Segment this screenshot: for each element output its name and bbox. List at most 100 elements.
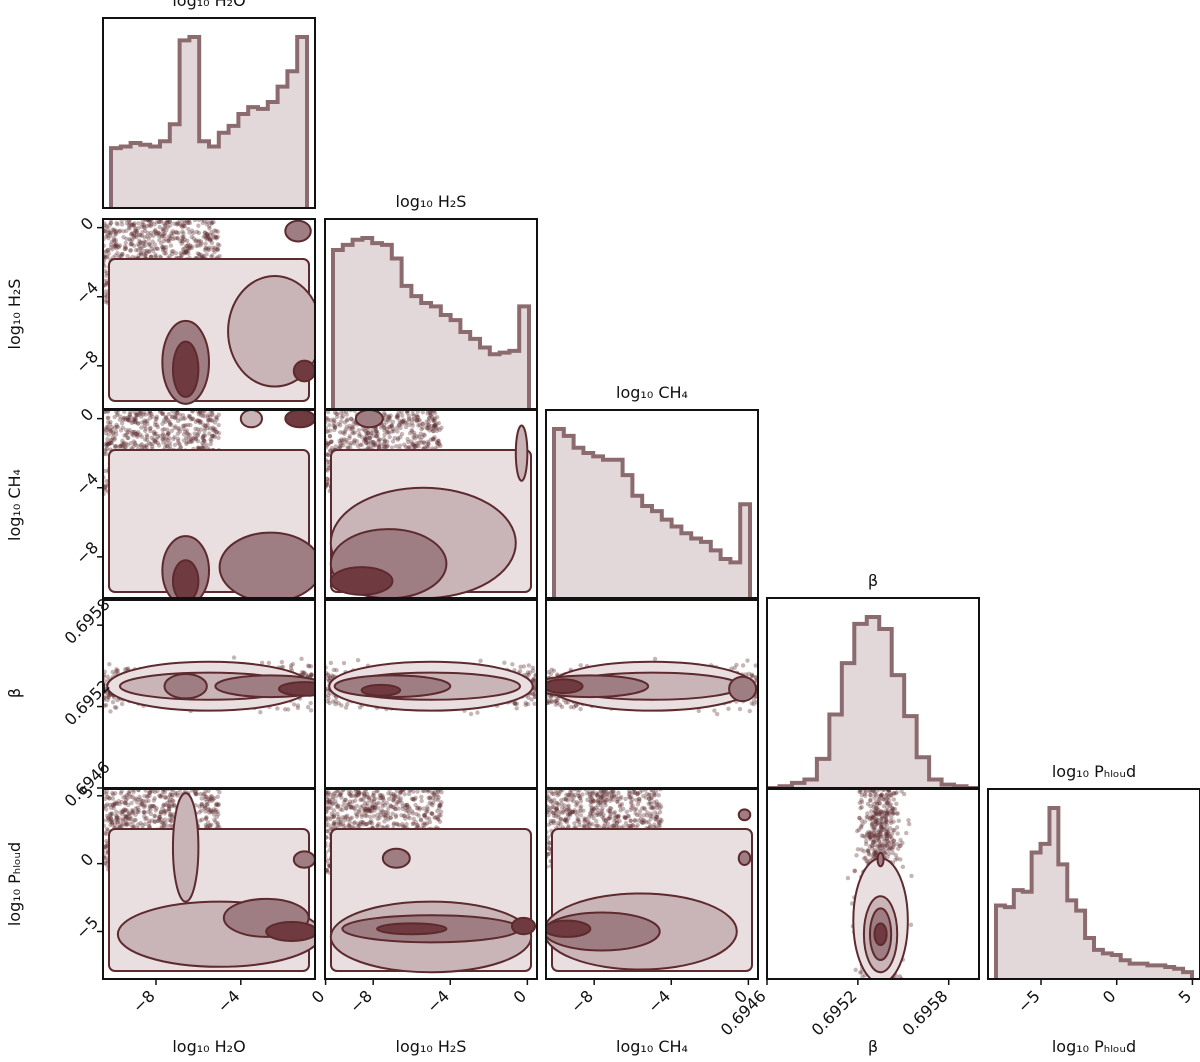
sample-point xyxy=(429,427,434,432)
sample-point xyxy=(434,439,440,445)
sample-point xyxy=(103,468,108,474)
sample-point xyxy=(358,442,363,447)
sample-point xyxy=(334,667,339,673)
sample-point xyxy=(329,445,335,451)
sample-point xyxy=(420,425,425,430)
sample-point xyxy=(344,424,350,430)
sample-point xyxy=(203,230,208,236)
sample-point xyxy=(114,221,119,226)
sample-point xyxy=(160,245,165,250)
sample-point xyxy=(432,423,437,428)
sample-point xyxy=(411,443,417,448)
sample-point xyxy=(156,219,162,224)
sample-point xyxy=(157,232,162,237)
sample-point xyxy=(106,694,111,699)
sample-point xyxy=(192,431,197,436)
sample-point xyxy=(288,666,294,671)
sample-point xyxy=(142,222,147,228)
sample-point xyxy=(555,698,560,703)
histogram-pcloud xyxy=(987,788,1200,980)
sample-point xyxy=(201,442,206,448)
sample-point xyxy=(424,419,429,424)
sample-point xyxy=(331,667,337,673)
sample-point xyxy=(737,706,743,712)
sample-point xyxy=(165,225,170,230)
sample-point xyxy=(428,412,434,417)
density-level-3 xyxy=(277,681,315,697)
sample-point xyxy=(177,442,182,447)
sample-point xyxy=(186,245,191,250)
sample-point xyxy=(530,668,536,674)
density-level-3 xyxy=(171,559,200,600)
sample-point xyxy=(125,435,131,441)
sample-point xyxy=(299,656,304,662)
sample-point xyxy=(143,426,148,431)
sample-point xyxy=(414,417,419,422)
sample-point xyxy=(153,254,158,259)
sample-point xyxy=(108,428,113,434)
sample-point xyxy=(288,663,294,668)
sample-point xyxy=(171,436,176,442)
sample-point xyxy=(401,442,407,447)
sample-point xyxy=(110,435,116,440)
sample-point xyxy=(215,234,220,240)
sample-point xyxy=(291,702,297,707)
sample-point xyxy=(333,699,339,704)
sample-point xyxy=(106,432,111,437)
sample-point xyxy=(141,410,147,415)
sample-point xyxy=(139,252,144,257)
sample-point xyxy=(373,429,379,435)
sample-point xyxy=(119,253,124,259)
sample-point xyxy=(161,440,166,445)
sample-point xyxy=(104,273,109,279)
sample-point xyxy=(138,411,143,416)
sample-point xyxy=(117,443,123,449)
sample-point xyxy=(134,230,140,235)
sample-point xyxy=(435,443,440,449)
sample-point xyxy=(142,437,148,442)
sample-point xyxy=(142,444,147,449)
sample-point xyxy=(154,416,159,422)
sample-point xyxy=(325,416,330,421)
sample-point xyxy=(109,245,114,250)
sample-point xyxy=(215,229,220,234)
sample-point xyxy=(117,444,122,450)
sample-point xyxy=(175,438,181,444)
sample-point xyxy=(195,433,200,439)
sample-point xyxy=(751,701,756,707)
sample-point xyxy=(334,414,340,420)
sample-point xyxy=(103,703,109,708)
sample-point xyxy=(343,437,349,443)
sample-point xyxy=(185,431,190,436)
sample-point xyxy=(111,237,117,243)
sample-point xyxy=(407,430,413,436)
sample-point xyxy=(309,672,314,677)
sample-point xyxy=(146,249,151,255)
sample-point xyxy=(431,425,436,430)
sample-point xyxy=(134,233,139,238)
sample-point xyxy=(172,236,178,241)
sample-point xyxy=(309,672,314,677)
density-panel-h2o-vs-h2s xyxy=(102,218,316,410)
sample-point xyxy=(381,410,387,415)
sample-point xyxy=(167,254,172,259)
sample-point xyxy=(182,246,187,251)
sample-point xyxy=(401,417,407,423)
sample-point xyxy=(138,443,143,448)
sample-point xyxy=(211,426,216,431)
sample-point xyxy=(400,418,406,424)
sample-point xyxy=(127,221,132,226)
sample-point xyxy=(208,437,213,442)
sample-point xyxy=(559,704,565,710)
sample-point xyxy=(119,420,125,426)
sample-point xyxy=(103,430,109,436)
sample-point xyxy=(140,241,146,246)
sample-point xyxy=(135,433,140,438)
sample-point xyxy=(412,430,417,436)
sample-point xyxy=(337,438,342,444)
sample-point xyxy=(107,661,112,667)
sample-point xyxy=(376,444,381,450)
sample-point xyxy=(155,246,160,252)
sample-point xyxy=(119,219,124,224)
sample-point xyxy=(114,242,119,247)
